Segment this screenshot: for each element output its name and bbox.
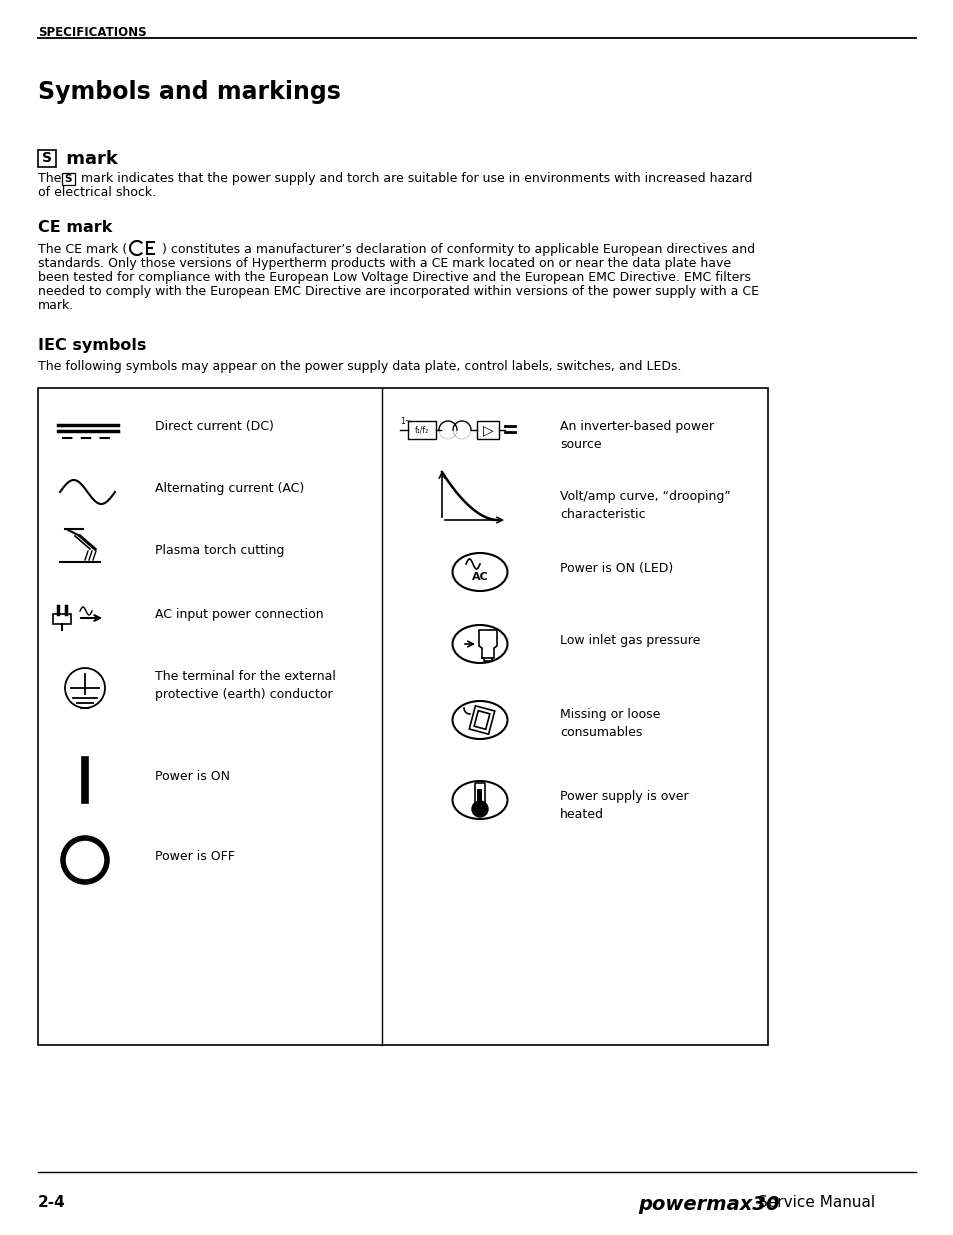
Bar: [469, 706, 495, 734]
Bar: [408, 421, 436, 438]
Text: Missing or loose
consumables: Missing or loose consumables: [559, 708, 659, 739]
Text: f₁/f₂: f₁/f₂: [415, 426, 429, 435]
Bar: [38, 388, 767, 1045]
Text: Power supply is over
heated: Power supply is over heated: [559, 790, 688, 821]
Text: mark indicates that the power supply and torch are suitable for use in environme: mark indicates that the power supply and…: [77, 172, 752, 185]
Text: S: S: [42, 152, 52, 165]
Text: S: S: [65, 174, 72, 184]
Text: Power is ON (LED): Power is ON (LED): [559, 562, 673, 576]
Text: Volt/amp curve, “drooping”
characteristic: Volt/amp curve, “drooping” characteristi…: [559, 490, 730, 521]
Text: Plasma torch cutting: Plasma torch cutting: [154, 543, 284, 557]
Text: Low inlet gas pressure: Low inlet gas pressure: [559, 634, 700, 647]
Text: The: The: [38, 172, 66, 185]
Bar: [62, 173, 75, 185]
Text: Power is ON: Power is ON: [154, 769, 230, 783]
Text: of electrical shock.: of electrical shock.: [38, 186, 156, 199]
Text: Direct current (DC): Direct current (DC): [154, 420, 274, 433]
Text: The CE mark (: The CE mark (: [38, 243, 131, 256]
Text: mark: mark: [60, 149, 118, 168]
Text: IEC symbols: IEC symbols: [38, 338, 146, 353]
Text: AC input power connection: AC input power connection: [154, 608, 323, 621]
Text: needed to comply with the European EMC Directive are incorporated within version: needed to comply with the European EMC D…: [38, 285, 759, 298]
Text: The following symbols may appear on the power supply data plate, control labels,: The following symbols may appear on the …: [38, 359, 680, 373]
Text: mark.: mark.: [38, 299, 74, 312]
Circle shape: [472, 802, 488, 818]
Bar: [477, 789, 482, 804]
Text: ) constitutes a manufacturer’s declaration of conformity to applicable European : ) constitutes a manufacturer’s declarati…: [158, 243, 755, 256]
Text: 2-4: 2-4: [38, 1195, 66, 1210]
Text: 1~: 1~: [399, 417, 411, 426]
Text: Alternating current (AC): Alternating current (AC): [154, 482, 304, 495]
Bar: [476, 421, 498, 438]
Text: An inverter-based power
source: An inverter-based power source: [559, 420, 713, 451]
FancyBboxPatch shape: [475, 783, 484, 805]
Text: CE mark: CE mark: [38, 220, 112, 235]
Text: Service Manual: Service Manual: [758, 1195, 874, 1210]
Text: AC: AC: [471, 572, 488, 582]
Text: been tested for compliance with the European Low Voltage Directive and the Europ: been tested for compliance with the Euro…: [38, 270, 750, 284]
Text: standards. Only those versions of Hypertherm products with a CE mark located on : standards. Only those versions of Hypert…: [38, 257, 730, 270]
Text: SPECIFICATIONS: SPECIFICATIONS: [38, 26, 147, 40]
Text: ▷: ▷: [482, 424, 493, 437]
Text: The terminal for the external
protective (earth) conductor: The terminal for the external protective…: [154, 671, 335, 701]
Text: powermax30: powermax30: [638, 1195, 779, 1214]
Bar: [53, 614, 71, 624]
Bar: [38, 149, 56, 167]
Text: Power is OFF: Power is OFF: [154, 850, 234, 863]
Text: Symbols and markings: Symbols and markings: [38, 80, 340, 104]
Bar: [474, 710, 489, 730]
